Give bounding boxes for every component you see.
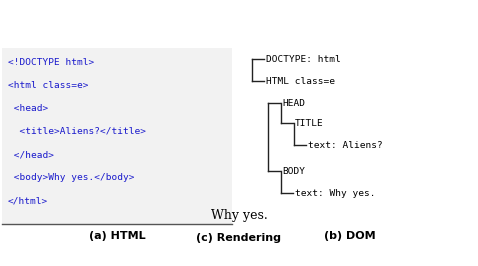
Text: (c) Rendering: (c) Rendering	[196, 233, 282, 243]
FancyBboxPatch shape	[2, 48, 232, 224]
Text: Why yes.: Why yes.	[211, 210, 267, 222]
Text: text: Aliens?: text: Aliens?	[308, 140, 383, 149]
Text: DOCTYPE: html: DOCTYPE: html	[266, 55, 341, 64]
Text: TITLE: TITLE	[295, 118, 324, 127]
Text: <html class=e>: <html class=e>	[8, 81, 88, 90]
Text: BODY: BODY	[282, 167, 305, 176]
Text: <title>Aliens?</title>: <title>Aliens?</title>	[8, 127, 146, 136]
Text: <head>: <head>	[8, 104, 48, 113]
Text: </html>: </html>	[8, 196, 48, 205]
Text: HTML class=e: HTML class=e	[266, 77, 335, 85]
Text: (b) DOM: (b) DOM	[324, 231, 376, 241]
Text: <!DOCTYPE html>: <!DOCTYPE html>	[8, 58, 94, 67]
Text: <body>Why yes.</body>: <body>Why yes.</body>	[8, 173, 134, 182]
Text: (a) HTML: (a) HTML	[89, 231, 145, 241]
Text: text: Why yes.: text: Why yes.	[295, 189, 376, 197]
Text: HEAD: HEAD	[282, 98, 305, 107]
Text: </head>: </head>	[8, 150, 54, 159]
